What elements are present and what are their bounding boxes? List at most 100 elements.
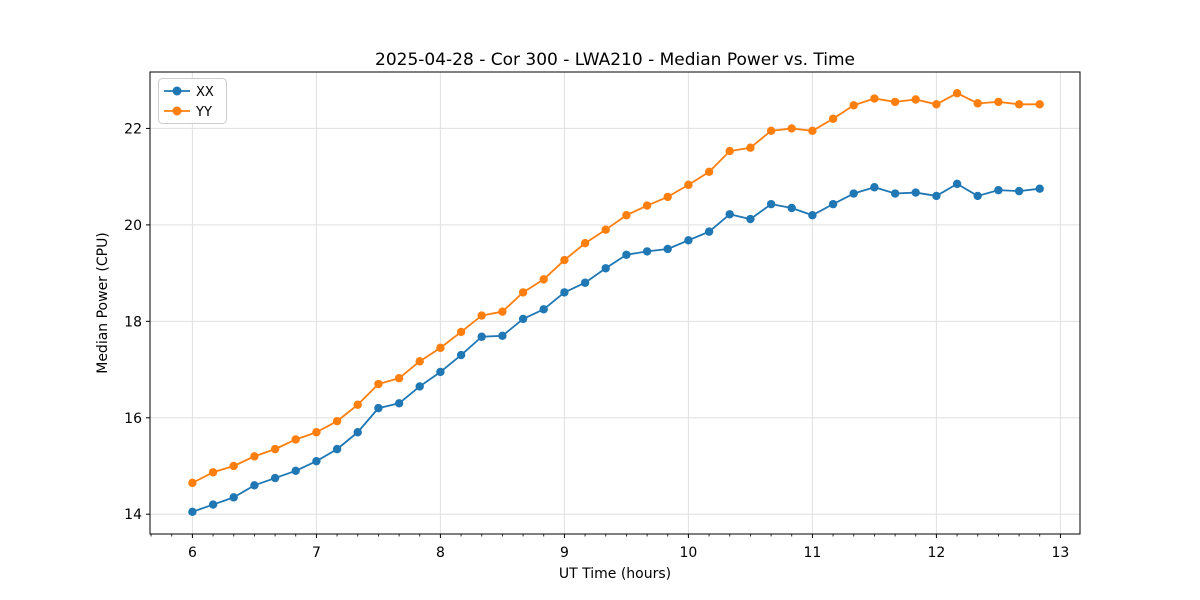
data-point-XX (746, 214, 755, 224)
data-point-YY (1035, 100, 1044, 109)
data-point-XX (1035, 184, 1044, 193)
data-point-YY (911, 95, 920, 104)
data-point-YY (498, 307, 507, 316)
data-point-YY (808, 126, 817, 136)
data-point-YY (539, 275, 548, 284)
data-point-XX (663, 244, 672, 254)
data-point-YY (436, 343, 445, 353)
data-point-YY (601, 225, 610, 234)
legend: XX YY (158, 78, 227, 124)
data-point-XX (766, 199, 776, 209)
data-point-XX (890, 189, 900, 198)
y-tick-label: 22 (124, 121, 142, 137)
data-point-YY (188, 478, 197, 488)
data-point-XX (828, 199, 838, 209)
data-point-XX (808, 211, 817, 220)
y-tick-label: 18 (124, 314, 142, 330)
data-series (188, 89, 1044, 517)
y-tick-label: 20 (124, 218, 142, 234)
data-point-YY (828, 114, 838, 123)
data-point-XX (684, 236, 693, 245)
legend-label-YY: YY (195, 105, 212, 120)
data-point-YY (994, 97, 1003, 107)
x-tick-label: 9 (560, 545, 569, 561)
x-tick-label: 6 (188, 545, 197, 561)
data-point-YY (663, 192, 672, 202)
data-point-XX (312, 456, 321, 466)
data-point-YY (952, 89, 962, 98)
data-point-XX (250, 481, 259, 490)
data-point-YY (518, 288, 528, 297)
plot-border (149, 71, 1081, 535)
data-point-YY (229, 461, 238, 471)
data-point-XX (229, 493, 238, 502)
data-point-YY (208, 468, 218, 477)
data-point-YY (456, 327, 466, 337)
x-tick-label: 13 (1051, 545, 1069, 561)
data-point-YY (353, 400, 362, 409)
data-point-XX (188, 507, 197, 517)
data-point-XX (270, 473, 280, 483)
data-point-XX (994, 185, 1003, 195)
legend-marker-YY (172, 106, 182, 116)
data-point-YY (312, 428, 321, 437)
data-point-XX (870, 183, 879, 192)
data-point-XX (601, 264, 610, 273)
x-tick-label: 12 (927, 545, 945, 561)
data-point-XX (787, 203, 796, 213)
data-point-XX (622, 250, 631, 259)
data-point-YY (787, 124, 796, 133)
axis-labels: 2025-04-28 - Cor 300 - LWA210 - Median P… (95, 50, 855, 582)
data-point-YY (560, 255, 569, 265)
x-tick-label: 11 (803, 545, 821, 561)
data-point-YY (870, 94, 879, 103)
data-point-XX (642, 247, 652, 256)
data-point-XX (911, 188, 920, 197)
data-point-YY (684, 180, 693, 190)
data-point-XX (477, 332, 486, 341)
data-point-XX (560, 288, 569, 297)
data-point-XX (952, 179, 962, 189)
data-point-YY (250, 452, 259, 461)
axis-ticks: 6 7 8 9 10 11 12 13 14 16 18 20 22 (124, 121, 1069, 561)
x-tick-label: 10 (679, 545, 697, 561)
data-point-XX (725, 210, 734, 219)
x-axis-label: UT Time (hours) (559, 566, 671, 582)
data-point-XX (436, 367, 445, 377)
legend-label-XX: XX (196, 85, 214, 100)
data-point-YY (374, 379, 383, 389)
data-point-XX (394, 399, 404, 408)
data-point-YY (291, 435, 300, 444)
data-point-YY (725, 146, 734, 156)
data-point-XX (1014, 186, 1024, 196)
data-point-XX (973, 191, 982, 201)
x-tick-label: 8 (436, 545, 445, 561)
y-axis-label: Median Power (CPU) (95, 232, 111, 374)
data-point-XX (849, 189, 858, 198)
data-point-YY (766, 126, 776, 136)
data-point-XX (580, 278, 590, 287)
chart-title: 2025-04-28 - Cor 300 - LWA210 - Median P… (375, 50, 855, 70)
data-point-XX (456, 350, 466, 360)
data-point-YY (704, 167, 714, 177)
y-tick-label: 14 (124, 507, 142, 523)
data-point-YY (415, 357, 424, 366)
legend-marker-XX (172, 86, 182, 96)
data-point-XX (374, 403, 383, 413)
data-point-YY (849, 101, 858, 110)
data-point-YY (642, 201, 652, 210)
data-point-YY (477, 311, 486, 320)
data-point-XX (332, 444, 342, 454)
data-point-XX (208, 500, 218, 509)
data-point-YY (270, 444, 280, 454)
data-point-YY (332, 416, 342, 426)
data-point-YY (973, 99, 982, 108)
data-point-XX (353, 428, 362, 437)
data-point-XX (415, 382, 424, 391)
data-point-YY (580, 239, 590, 248)
legend-box (158, 78, 227, 124)
data-point-YY (746, 143, 755, 152)
data-point-XX (518, 314, 528, 324)
y-tick-label: 16 (124, 411, 142, 427)
